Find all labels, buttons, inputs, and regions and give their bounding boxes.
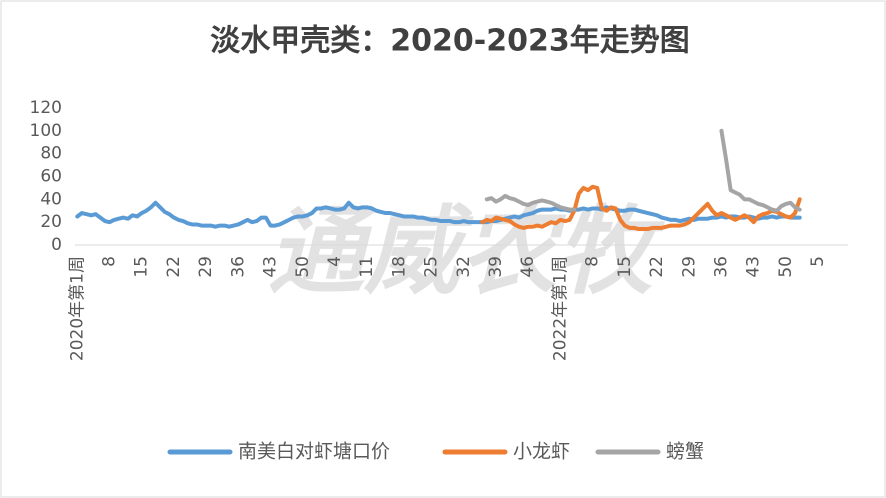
x-tick-label: 8 — [583, 256, 603, 267]
x-tick-label: 25 — [422, 256, 442, 278]
x-tick-label: 43 — [744, 256, 764, 278]
x-tick-label: 22 — [164, 256, 184, 278]
legend-label: 小龙虾 — [513, 441, 570, 463]
y-tick-label: 100 — [30, 121, 62, 141]
chart-title: 淡水甲壳类：2020-2023年走势图 — [210, 24, 689, 59]
legend-label: 南美白对虾塘口价 — [238, 441, 390, 463]
watermark: 通威农牧 — [268, 195, 666, 307]
x-tick-label: 29 — [679, 256, 699, 278]
series-line — [75, 200, 802, 229]
x-tick-label: 36 — [228, 256, 248, 278]
y-tick-label: 120 — [30, 98, 62, 118]
x-tick-label: 11 — [357, 256, 377, 278]
series-line — [480, 184, 802, 232]
x-tick-label: 5 — [808, 256, 828, 267]
x-tick-label: 22 — [647, 256, 667, 278]
x-tick-label: 32 — [454, 256, 474, 278]
y-tick-label: 80 — [40, 144, 62, 164]
x-tick-label: 2022年第1周 — [550, 256, 570, 361]
y-tick-label: 0 — [51, 235, 62, 255]
y-tick-label: 20 — [40, 212, 62, 232]
x-tick-label: 4 — [325, 256, 345, 267]
x-tick-label: 36 — [711, 256, 731, 278]
x-tick-label: 2020年第1周 — [67, 256, 87, 361]
y-tick-label: 40 — [40, 189, 62, 209]
x-tick-label: 50 — [293, 256, 313, 278]
x-tick-label: 29 — [196, 256, 216, 278]
y-tick-label: 60 — [40, 167, 62, 187]
x-tick-label: 15 — [615, 256, 635, 278]
x-tick-label: 43 — [261, 256, 281, 278]
x-tick-label: 18 — [389, 256, 409, 278]
legend-label: 螃蟹 — [666, 441, 704, 463]
x-tick-label: 39 — [486, 256, 506, 278]
x-tick-label: 8 — [100, 256, 120, 267]
x-tick-label: 50 — [776, 256, 796, 278]
series-line — [484, 128, 802, 213]
x-tick-label: 46 — [518, 256, 538, 278]
x-tick-label: 15 — [132, 256, 152, 278]
